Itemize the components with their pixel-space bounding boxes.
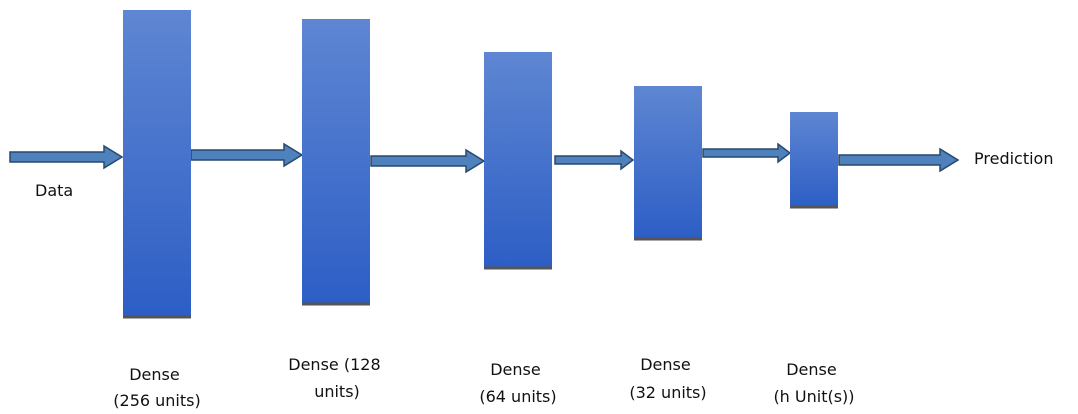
arrow xyxy=(702,142,792,164)
layer-block xyxy=(634,86,702,239)
layer-label: Dense (128 units) xyxy=(288,355,385,401)
layer-label: Dense (64 units) xyxy=(479,360,556,406)
layer-label: Dense (h Unit(s)) xyxy=(773,360,854,406)
layer-block xyxy=(302,19,370,304)
layer-label: Dense (256 units) xyxy=(113,365,200,410)
arrow xyxy=(838,147,960,173)
arrow xyxy=(9,144,124,170)
layer-block xyxy=(790,112,838,207)
layer-label: Dense (32 units) xyxy=(629,355,706,402)
input-label: Data xyxy=(35,181,73,200)
arrow xyxy=(370,148,486,174)
arrow xyxy=(190,142,304,168)
arrow xyxy=(554,149,635,171)
output-label: Prediction xyxy=(974,149,1053,168)
layer-block xyxy=(123,10,191,317)
layer-block xyxy=(484,52,552,268)
